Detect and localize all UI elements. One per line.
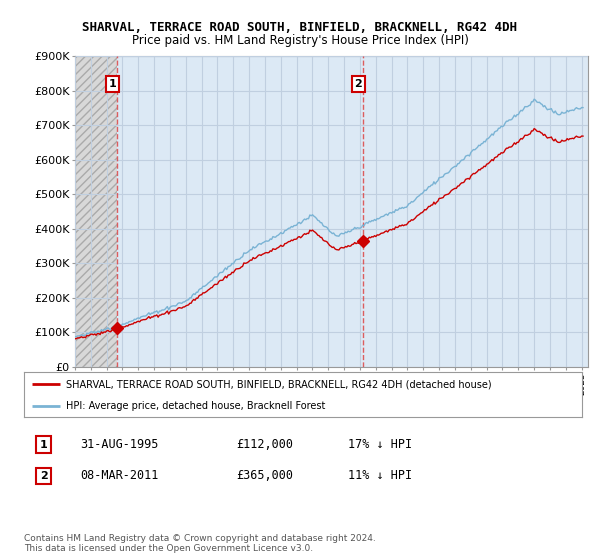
Text: 08-MAR-2011: 08-MAR-2011	[80, 469, 158, 483]
Text: SHARVAL, TERRACE ROAD SOUTH, BINFIELD, BRACKNELL, RG42 4DH (detached house): SHARVAL, TERRACE ROAD SOUTH, BINFIELD, B…	[66, 380, 491, 390]
Text: 31-AUG-1995: 31-AUG-1995	[80, 438, 158, 451]
Text: 11% ↓ HPI: 11% ↓ HPI	[347, 469, 412, 483]
Text: 1: 1	[40, 440, 47, 450]
Text: £365,000: £365,000	[236, 469, 293, 483]
Bar	[75, 56, 117, 367]
Text: 2: 2	[355, 79, 362, 89]
Text: 17% ↓ HPI: 17% ↓ HPI	[347, 438, 412, 451]
Text: Price paid vs. HM Land Registry's House Price Index (HPI): Price paid vs. HM Land Registry's House …	[131, 34, 469, 46]
Text: 1: 1	[109, 79, 116, 89]
Text: 2: 2	[40, 471, 47, 481]
Text: HPI: Average price, detached house, Bracknell Forest: HPI: Average price, detached house, Brac…	[66, 401, 325, 411]
Text: Contains HM Land Registry data © Crown copyright and database right 2024.
This d: Contains HM Land Registry data © Crown c…	[24, 534, 376, 553]
Text: £112,000: £112,000	[236, 438, 293, 451]
Text: SHARVAL, TERRACE ROAD SOUTH, BINFIELD, BRACKNELL, RG42 4DH: SHARVAL, TERRACE ROAD SOUTH, BINFIELD, B…	[83, 21, 517, 34]
